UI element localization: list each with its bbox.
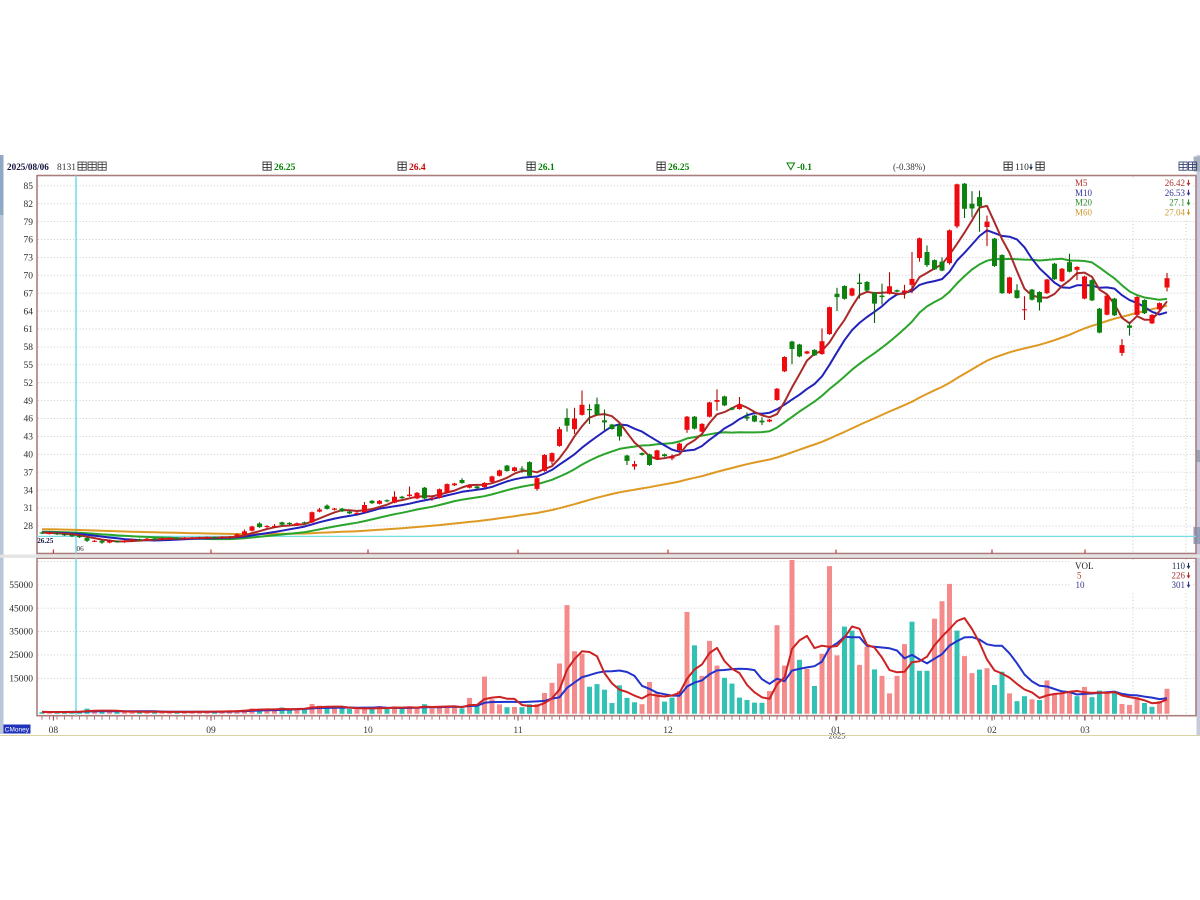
svg-text:45000: 45000 — [9, 604, 33, 614]
svg-text:09: 09 — [206, 726, 216, 736]
svg-text:31: 31 — [24, 504, 34, 514]
svg-text:28: 28 — [24, 522, 34, 532]
svg-text:55: 55 — [24, 361, 34, 371]
svg-text:10: 10 — [1076, 580, 1086, 590]
svg-text:58: 58 — [24, 343, 34, 353]
svg-text:M5: M5 — [1075, 178, 1088, 188]
svg-text:26.1: 26.1 — [538, 163, 555, 173]
svg-text:110: 110 — [1015, 163, 1029, 173]
svg-text:M10: M10 — [1075, 188, 1093, 198]
svg-text:25000: 25000 — [9, 651, 33, 661]
svg-text:15000: 15000 — [9, 675, 33, 685]
svg-text:8131: 8131 — [57, 163, 76, 173]
svg-text:70: 70 — [24, 272, 34, 282]
svg-text:01: 01 — [831, 726, 841, 736]
svg-text:2025/08/06: 2025/08/06 — [7, 162, 49, 172]
svg-text:12: 12 — [663, 726, 673, 736]
svg-text:52: 52 — [24, 379, 34, 389]
svg-text:40: 40 — [24, 451, 34, 461]
svg-text:79: 79 — [24, 218, 34, 228]
svg-text:73: 73 — [24, 254, 34, 264]
svg-text:34: 34 — [24, 486, 34, 496]
svg-text:CMoney: CMoney — [5, 727, 30, 734]
svg-text:08: 08 — [49, 726, 59, 736]
svg-text:49: 49 — [24, 397, 34, 407]
svg-text:M60: M60 — [1075, 207, 1093, 217]
svg-text:26.4: 26.4 — [409, 163, 426, 173]
svg-text:110: 110 — [1172, 561, 1186, 571]
svg-text:26.42: 26.42 — [1165, 178, 1185, 188]
svg-text:301: 301 — [1172, 580, 1186, 590]
svg-text:06: 06 — [77, 545, 85, 553]
svg-text:26.25: 26.25 — [668, 163, 690, 173]
svg-text:37: 37 — [24, 468, 34, 478]
svg-text:85: 85 — [24, 182, 34, 192]
svg-text:27.1: 27.1 — [1169, 198, 1185, 208]
svg-text:26.25: 26.25 — [274, 163, 296, 173]
svg-text:03: 03 — [1080, 726, 1090, 736]
svg-text:27.04: 27.04 — [1165, 207, 1186, 217]
svg-text:64: 64 — [24, 307, 34, 317]
svg-text:46: 46 — [24, 415, 34, 425]
svg-text:55000: 55000 — [9, 581, 33, 591]
svg-text:61: 61 — [24, 325, 34, 335]
svg-text:5: 5 — [1077, 571, 1082, 581]
svg-text:35000: 35000 — [9, 628, 33, 638]
svg-text:76: 76 — [24, 236, 34, 246]
svg-text:43: 43 — [24, 433, 34, 443]
svg-text:VOL: VOL — [1075, 561, 1094, 571]
svg-text:67: 67 — [24, 289, 34, 299]
svg-text:-0.1: -0.1 — [797, 163, 812, 173]
svg-text:226: 226 — [1172, 571, 1186, 581]
svg-text:(-0.38%): (-0.38%) — [893, 162, 925, 172]
svg-text:10: 10 — [363, 726, 373, 736]
svg-text:82: 82 — [24, 200, 34, 210]
svg-text:26.53: 26.53 — [1165, 188, 1186, 198]
svg-text:11: 11 — [513, 726, 522, 736]
svg-text:M20: M20 — [1075, 198, 1093, 208]
svg-text:26.25: 26.25 — [37, 537, 54, 545]
svg-text:02: 02 — [987, 726, 997, 736]
